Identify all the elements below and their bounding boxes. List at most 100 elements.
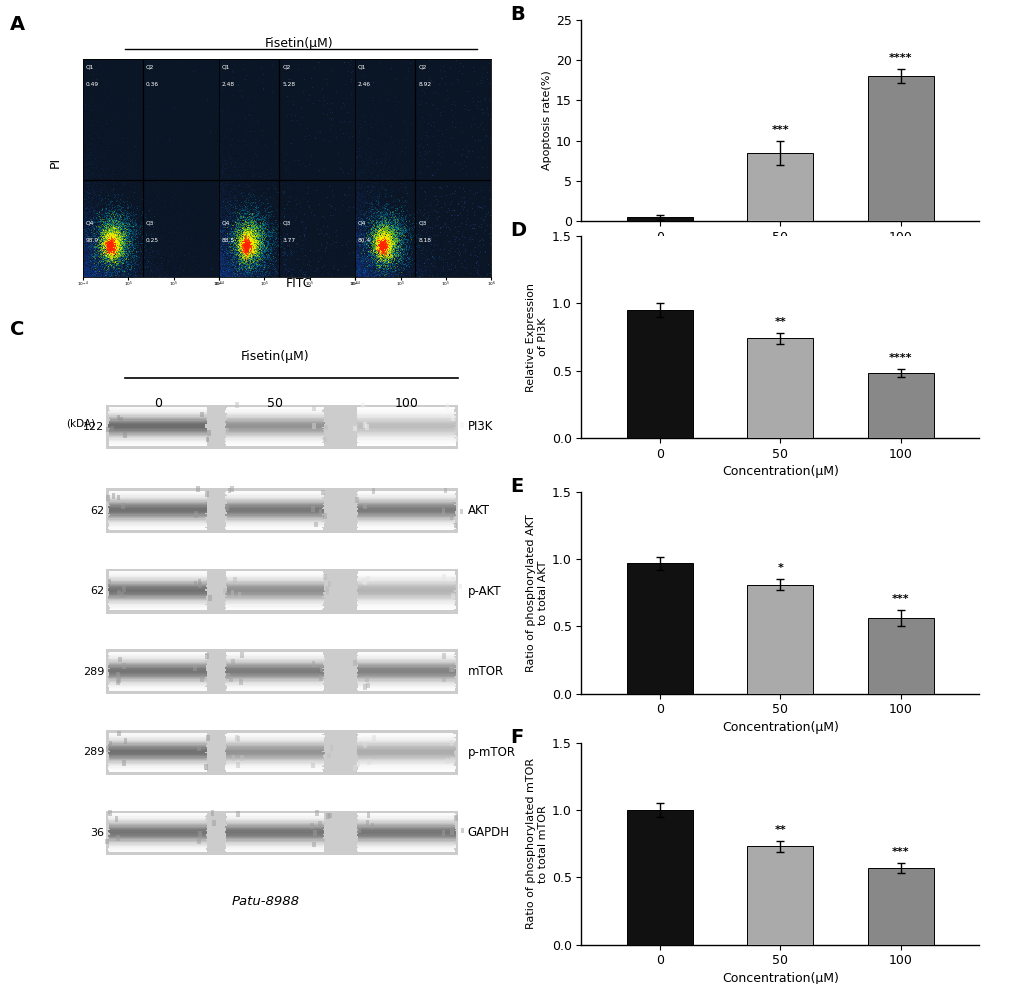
Point [79,253,96,269]
Point [358,264,374,279]
Point [107,259,123,275]
Point [78,155,95,171]
Point [98,256,114,272]
Point [78,253,95,269]
Point [388,268,405,283]
Point [229,258,246,274]
Point [96,219,112,235]
Point [77,257,94,273]
Point [377,186,393,202]
Point [111,264,127,279]
Point [354,265,370,280]
Point [371,219,387,235]
Point [222,238,238,254]
Point [353,262,369,277]
Point [88,195,104,211]
Point [381,258,397,274]
Point [107,241,123,257]
Point [364,258,380,274]
Point [245,186,261,202]
Point [90,254,106,270]
Bar [357,433,454,435]
Point [240,224,257,240]
Point [248,245,264,261]
Point [299,210,315,225]
Bar [225,601,323,603]
Point [350,84,366,99]
Point [234,224,251,240]
Point [385,208,401,223]
Point [105,244,121,260]
Point [373,216,389,232]
Point [356,233,372,249]
Point [387,236,404,252]
Point [230,242,247,258]
Point [392,260,409,276]
Point [350,254,366,270]
Point [223,136,239,152]
Point [367,268,383,283]
Point [215,259,231,275]
Point [211,237,227,253]
Point [100,239,116,255]
Point [77,262,94,277]
Point [76,237,93,253]
Point [246,231,262,247]
Point [227,239,244,255]
Point [239,228,256,244]
Point [143,194,159,210]
Point [351,204,367,219]
Point [380,249,396,265]
Point [96,269,112,284]
Point [102,221,118,237]
Point [102,234,118,250]
Point [318,235,334,251]
Point [86,178,102,194]
Point [368,250,384,266]
Point [121,189,138,205]
Point [347,228,364,244]
Point [107,231,123,247]
Point [381,266,397,281]
Point [387,242,404,258]
Point [385,245,401,261]
Point [240,234,257,250]
Point [202,124,218,140]
Point [351,51,367,67]
Point [235,247,252,263]
Point [458,245,474,261]
Point [350,252,366,268]
Point [238,236,255,252]
Point [221,241,237,257]
Point [215,264,231,279]
Point [275,256,291,272]
Point [262,245,278,261]
Point [368,257,384,273]
Point [382,237,398,253]
Point [389,263,406,278]
Point [353,248,369,264]
Point [94,256,110,272]
Point [437,251,453,267]
Point [379,227,395,243]
Point [104,166,120,182]
Point [318,264,334,279]
Point [363,208,379,223]
Point [214,188,230,204]
Point [239,234,256,250]
Point [88,255,104,271]
Point [372,242,388,258]
Point [354,236,370,252]
Point [382,259,398,275]
Point [90,51,106,67]
Point [238,219,255,235]
Point [127,227,144,243]
Point [290,176,307,192]
Point [85,122,101,138]
Point [112,232,128,248]
Point [385,209,401,224]
Point [226,197,243,213]
Point [103,247,119,263]
Point [217,268,233,283]
Point [255,243,271,259]
